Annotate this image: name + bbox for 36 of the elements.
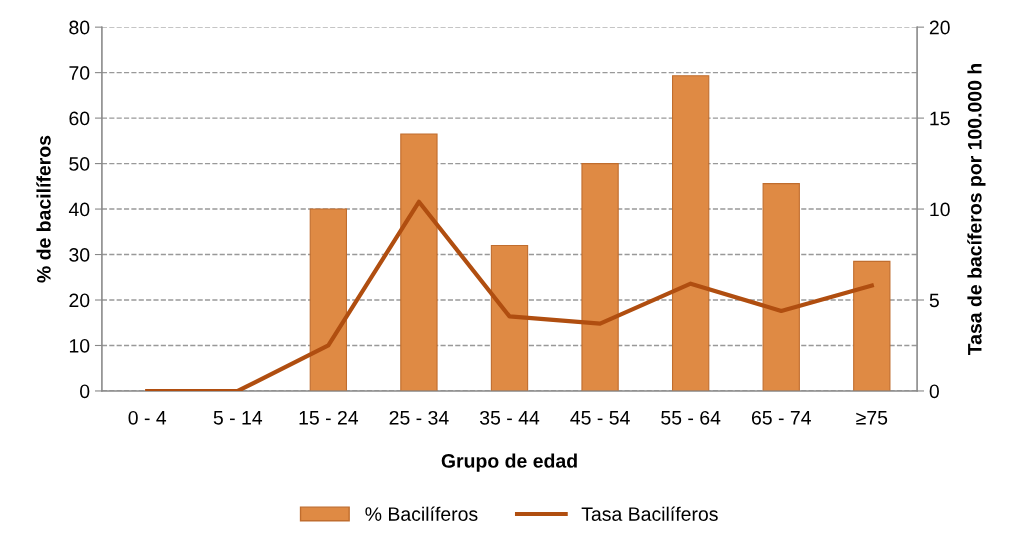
bar	[490, 244, 529, 391]
bar	[762, 183, 800, 391]
y2-axis-title: Tasa de bacíferos por 100.000 h	[967, 63, 986, 356]
y2-tick-label: 5	[929, 293, 939, 308]
x-tick-label: 0 - 4	[128, 410, 167, 425]
line-series	[145, 199, 874, 391]
y-tick-label: 60	[69, 111, 90, 126]
y2-tick-label: 20	[929, 20, 950, 35]
x-tick-label: 5 - 14	[213, 411, 263, 425]
x-tick-label: 55 - 64	[661, 410, 721, 425]
x-tick-label: 15 - 24	[299, 410, 359, 425]
x-tick-label: ≥75	[856, 411, 888, 425]
y-tick-label: 50	[69, 157, 90, 171]
x-tick-label: 35 - 44	[479, 410, 540, 425]
y-tick-label: 80	[69, 20, 90, 35]
y2-tick-label: 10	[930, 202, 950, 217]
x-tick-label: 65 - 74	[751, 410, 811, 425]
bar	[309, 208, 348, 391]
y-tick-label: 40	[68, 202, 90, 217]
y-tick-label: 30	[69, 248, 90, 262]
y2-tick-label: 15	[930, 111, 950, 126]
bar	[853, 260, 891, 391]
bar	[400, 133, 438, 391]
x-tick-label: 45 - 54	[570, 411, 630, 425]
y2-tick-label: 0	[929, 384, 939, 399]
y-tick-label: 70	[69, 66, 90, 80]
y-tick-label: 20	[69, 293, 90, 308]
y-tick-label: 0	[80, 384, 90, 399]
x-axis-title: Grupo de edad	[441, 453, 577, 472]
bar	[671, 75, 710, 391]
legend-label: Tasa Bacilíferos	[581, 506, 718, 521]
y-tick-label: 10	[69, 338, 90, 353]
legend-label: % Bacilíferos	[365, 506, 478, 521]
y-axis-title: % de bacilíferos	[36, 135, 51, 283]
bar	[581, 163, 619, 391]
x-tick-label: 25 - 34	[389, 410, 449, 425]
